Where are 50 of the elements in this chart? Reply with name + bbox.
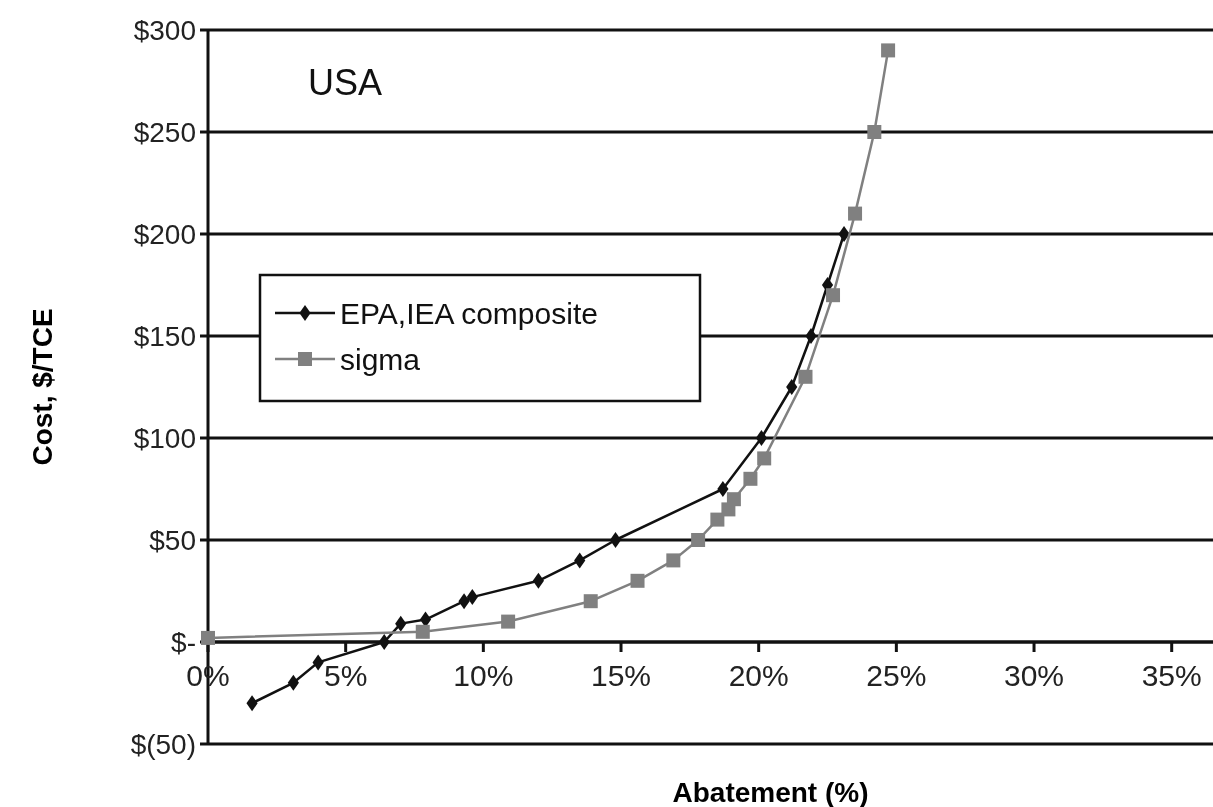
- point: [466, 589, 478, 606]
- x-axis-title: Abatement (%): [672, 777, 869, 807]
- y-tick-label: $50: [149, 525, 196, 556]
- point: [743, 471, 758, 486]
- point: [666, 553, 681, 568]
- point: [574, 552, 586, 569]
- point: [838, 226, 850, 242]
- point: [583, 594, 598, 609]
- point: [415, 624, 430, 639]
- x-tick-label: 20%: [728, 659, 789, 692]
- y-tick-label: $-: [171, 627, 196, 658]
- point: [717, 481, 729, 497]
- y-tick-label: $200: [133, 219, 196, 250]
- y-axis-title: Cost, $/TCE: [27, 308, 58, 466]
- point: [805, 328, 817, 344]
- y-tick-label: $250: [133, 117, 196, 148]
- point: [395, 615, 407, 632]
- point: [757, 451, 772, 466]
- y-tick-label: $300: [133, 15, 196, 46]
- point: [246, 695, 258, 712]
- x-tick-label: 35%: [1141, 659, 1202, 692]
- point: [287, 674, 299, 691]
- legend-label: EPA,IEA composite: [340, 297, 598, 330]
- point: [458, 593, 470, 610]
- point: [755, 430, 768, 446]
- point: [378, 634, 390, 650]
- point: [867, 125, 882, 139]
- x-tick-label: 5%: [323, 659, 368, 692]
- y-tick-label: $(50): [130, 729, 196, 760]
- legend-label: sigma: [340, 343, 421, 376]
- point: [312, 654, 324, 671]
- point: [826, 288, 841, 303]
- point: [710, 512, 725, 527]
- x-tick-label: 30%: [1004, 659, 1065, 692]
- y-tick-label: $100: [133, 423, 196, 454]
- x-tick-label: 10%: [453, 659, 514, 692]
- point: [881, 43, 896, 58]
- point: [609, 532, 622, 548]
- y-tick-label: $150: [133, 321, 196, 352]
- x-tick-label: 15%: [590, 659, 652, 692]
- annotation: USA: [308, 62, 383, 103]
- point: [501, 614, 516, 629]
- point: [786, 379, 798, 395]
- point: [848, 206, 863, 221]
- x-tick-label: 25%: [866, 659, 927, 692]
- point: [630, 573, 645, 588]
- point: [798, 369, 813, 384]
- point: [691, 533, 706, 547]
- point: [532, 572, 545, 589]
- point: [726, 492, 741, 507]
